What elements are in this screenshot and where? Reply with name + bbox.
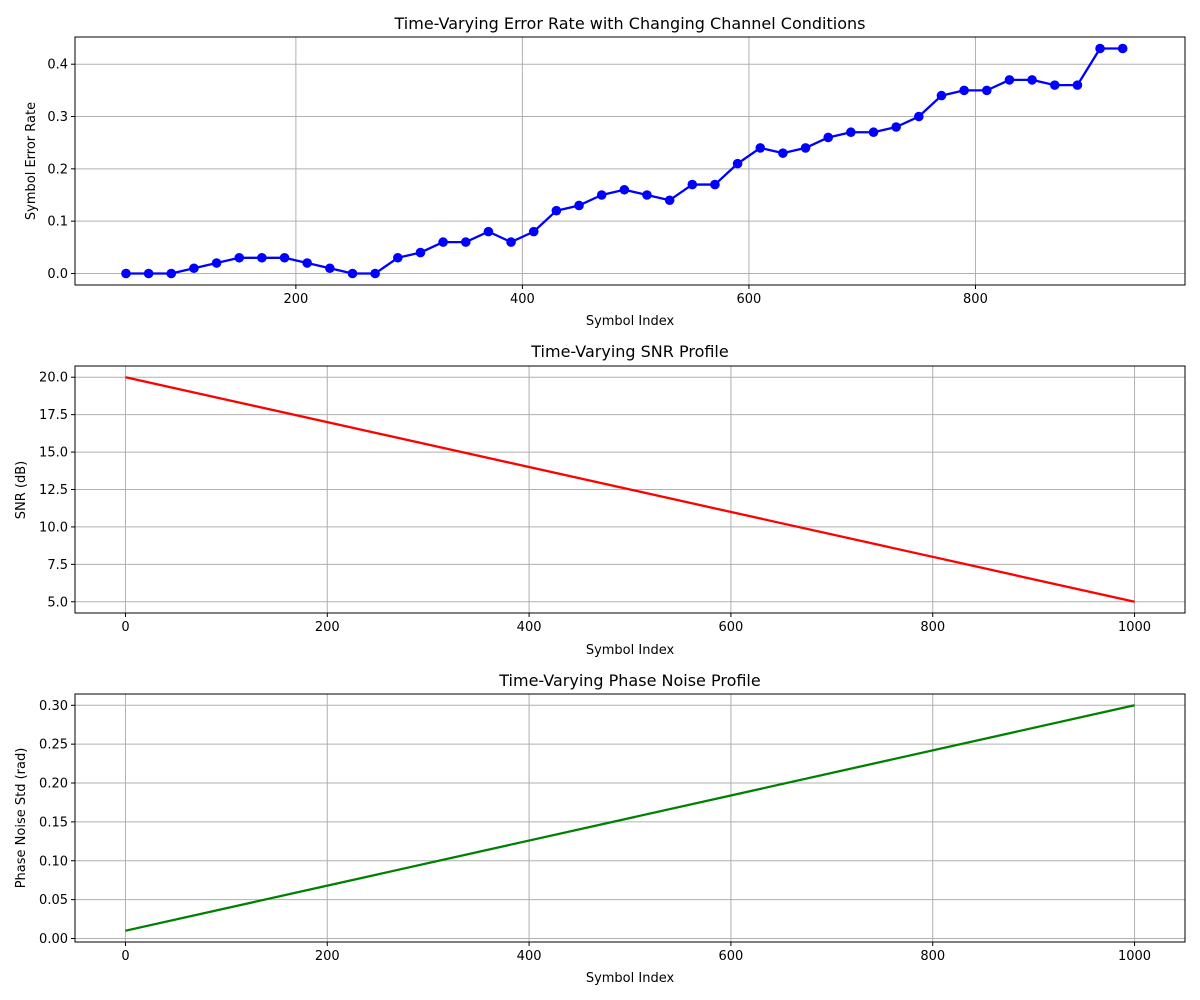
chart-title: Time-Varying SNR Profile	[530, 342, 728, 361]
data-point	[370, 268, 380, 279]
data-point	[914, 111, 924, 122]
data-point	[166, 268, 177, 279]
data-point	[415, 247, 426, 258]
y-tick-label: 0.30	[39, 699, 68, 714]
data-point	[483, 226, 494, 237]
data-point	[732, 158, 743, 169]
data-point	[143, 268, 154, 279]
data-point	[460, 237, 471, 247]
plot-area	[74, 36, 1186, 286]
data-point	[664, 195, 675, 206]
x-tick-label: 200	[315, 949, 340, 964]
x-tick-label: 600	[718, 620, 743, 635]
y-axis-label: SNR (dB)	[14, 461, 29, 519]
data-point	[393, 252, 403, 263]
data-point	[642, 190, 652, 200]
y-tick-label: 0.10	[39, 854, 68, 869]
x-axis-label: Symbol Index	[586, 643, 675, 658]
data-point	[121, 268, 131, 279]
y-tick-label: 17.5	[39, 408, 68, 423]
y-tick-label: 0.2	[47, 162, 68, 177]
y-tick-label: 0.1	[47, 215, 68, 230]
data-point	[619, 184, 630, 195]
data-point	[755, 143, 766, 153]
y-tick-label: 20.0	[39, 371, 68, 386]
x-axis-label: Symbol Index	[586, 314, 675, 329]
snr-panel: Time-Varying SNR Profile Symbol Index SN…	[14, 342, 1186, 658]
data-point	[891, 122, 901, 132]
y-tick-label: 12.5	[39, 483, 68, 498]
plot-area	[74, 693, 1186, 943]
data-point	[981, 85, 992, 96]
data-point	[868, 127, 879, 138]
data-point	[1072, 80, 1083, 90]
series-line	[125, 704, 1135, 932]
data-point	[211, 258, 222, 268]
data-point	[846, 127, 856, 138]
x-tick-label: 200	[283, 292, 308, 307]
x-tick-label: 800	[920, 620, 945, 635]
x-tick-label: 800	[920, 949, 945, 964]
y-tick-label: 7.5	[47, 558, 68, 573]
x-tick-label: 400	[517, 620, 542, 635]
phase-noise-panel: Time-Varying Phase Noise Profile Symbol …	[14, 671, 1186, 986]
y-tick-label: 0.25	[39, 738, 68, 753]
x-tick-label: 800	[963, 292, 988, 307]
data-point	[347, 268, 358, 279]
data-point	[551, 205, 562, 216]
y-tick-label: 0.05	[39, 893, 68, 908]
data-point	[438, 237, 448, 247]
x-tick-label: 1000	[1118, 949, 1151, 964]
x-tick-label: 0	[121, 949, 129, 964]
data-point	[1027, 75, 1037, 85]
data-point	[279, 252, 290, 263]
data-point	[710, 179, 720, 190]
data-point	[1004, 75, 1015, 85]
data-point	[234, 252, 245, 263]
data-point	[687, 179, 698, 190]
data-point	[959, 85, 969, 96]
series-line	[125, 376, 1135, 603]
x-tick-label: 1000	[1118, 620, 1151, 635]
error-rate-panel: Time-Varying Error Rate with Changing Ch…	[24, 14, 1186, 329]
y-tick-label: 0.0	[47, 267, 68, 282]
y-tick-label: 5.0	[47, 595, 68, 610]
chart-title: Time-Varying Phase Noise Profile	[498, 671, 760, 690]
y-tick-label: 15.0	[39, 446, 68, 461]
y-axis-label: Symbol Error Rate	[24, 102, 39, 220]
data-point	[257, 252, 267, 263]
y-tick-label: 0.00	[39, 932, 68, 947]
x-tick-label: 200	[315, 620, 340, 635]
x-tick-label: 400	[510, 292, 535, 307]
data-point	[325, 263, 335, 274]
data-point	[189, 263, 199, 274]
series-line	[125, 47, 1123, 275]
x-axis-label: Symbol Index	[586, 971, 675, 986]
y-tick-label: 0.3	[47, 110, 68, 125]
data-point	[302, 258, 312, 268]
x-tick-label: 600	[718, 949, 743, 964]
data-point	[800, 143, 811, 153]
data-point	[1095, 43, 1105, 54]
y-tick-label: 0.20	[39, 777, 68, 792]
y-tick-label: 0.15	[39, 815, 68, 830]
x-tick-label: 600	[737, 292, 762, 307]
y-axis-label: Phase Noise Std (rad)	[14, 748, 29, 889]
data-point	[778, 148, 788, 158]
data-point	[823, 132, 834, 143]
data-point	[506, 237, 516, 247]
data-point	[596, 190, 607, 200]
data-point	[1117, 43, 1128, 54]
data-point	[574, 200, 584, 211]
data-point	[528, 226, 539, 237]
y-tick-label: 10.0	[39, 520, 68, 535]
data-point	[936, 90, 947, 101]
chart-title: Time-Varying Error Rate with Changing Ch…	[394, 14, 866, 33]
x-tick-label: 0	[121, 620, 129, 635]
x-tick-label: 400	[517, 949, 542, 964]
y-tick-label: 0.4	[47, 58, 68, 73]
data-point	[1049, 80, 1060, 90]
